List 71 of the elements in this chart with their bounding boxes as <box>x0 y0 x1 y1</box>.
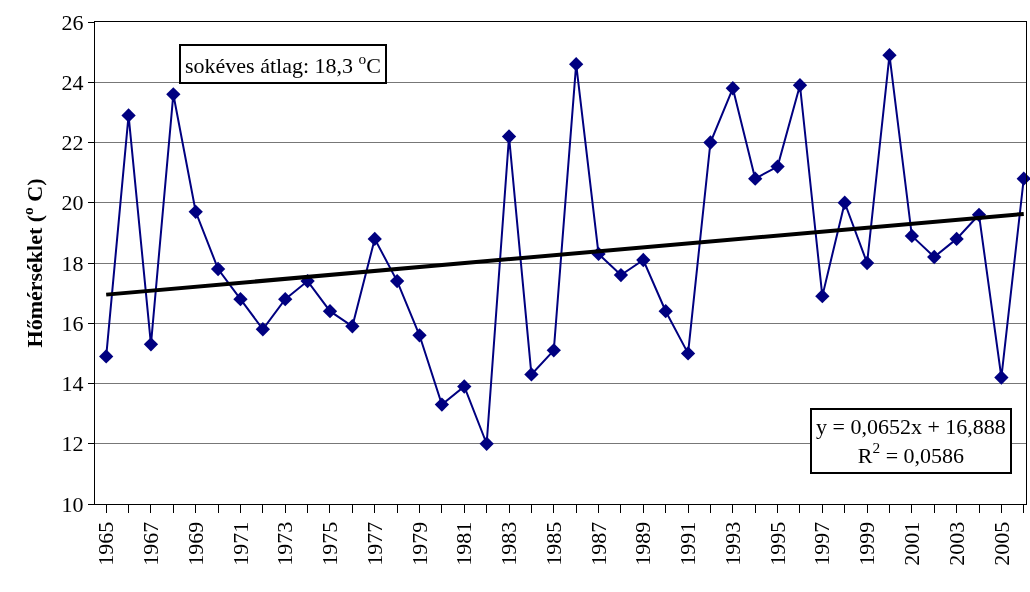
point <box>815 288 830 304</box>
x-tick-label: 1965 <box>93 521 119 566</box>
y-tick-label: 26 <box>61 9 84 35</box>
point <box>904 228 920 244</box>
x-tick-label: 1995 <box>764 521 790 566</box>
point <box>994 370 1009 385</box>
point <box>725 81 740 96</box>
x-tick-label: 1989 <box>630 521 656 566</box>
y-tick-label: 24 <box>61 69 84 95</box>
annotation: sokéves átlag: 18,3 $^{o}$C <box>185 50 381 79</box>
y-tick-label: 20 <box>61 190 84 216</box>
point <box>501 129 517 144</box>
x-tick-label: 1983 <box>496 521 522 566</box>
point <box>949 231 964 247</box>
x-tick-label: 1969 <box>182 521 208 566</box>
point <box>927 249 942 265</box>
point <box>770 159 785 174</box>
y-tick-label: 16 <box>61 310 84 336</box>
point <box>1016 171 1030 186</box>
point <box>345 319 360 334</box>
point <box>479 436 494 451</box>
x-tick-label: 1973 <box>272 521 298 566</box>
x-tick-label: 1985 <box>540 521 566 566</box>
x-tick-label: 1997 <box>809 521 835 566</box>
x-tick-label: 1991 <box>675 521 701 566</box>
point <box>121 108 136 123</box>
point <box>210 261 226 277</box>
y-tick-label: 12 <box>61 431 84 457</box>
annotation: y = 0,0652x + 16,888 R$^{2}$ = 0,0586 <box>816 414 1006 468</box>
point <box>546 343 561 358</box>
point <box>389 273 405 289</box>
x-tick-label: 1971 <box>227 521 253 566</box>
point <box>143 337 159 352</box>
x-tick-label: 1999 <box>854 521 880 566</box>
x-tick-label: 1987 <box>585 521 611 566</box>
point <box>367 231 382 247</box>
x-tick-label: 1981 <box>451 521 477 566</box>
y-tick-label: 22 <box>61 130 84 156</box>
point <box>434 397 450 412</box>
point <box>569 57 584 72</box>
point <box>680 346 696 361</box>
x-tick-label: 1975 <box>317 521 343 566</box>
y-tick-label: 14 <box>61 371 84 397</box>
point <box>859 255 875 271</box>
point <box>99 349 114 364</box>
x-tick-label: 1993 <box>719 521 745 566</box>
point <box>792 78 808 93</box>
point <box>748 171 763 186</box>
point <box>457 379 472 394</box>
x-tick-label: 1967 <box>138 521 164 566</box>
x-tick-label: 2005 <box>988 521 1014 566</box>
point <box>412 328 427 343</box>
x-tick-label: 2001 <box>899 521 925 566</box>
point <box>703 135 718 150</box>
point <box>166 87 181 102</box>
y-tick-label: 18 <box>61 250 84 276</box>
point <box>837 195 852 210</box>
point <box>658 304 673 319</box>
point <box>255 322 270 337</box>
point <box>636 252 651 268</box>
x-tick-label: 2003 <box>943 521 969 566</box>
point <box>882 47 897 63</box>
point <box>233 292 248 307</box>
point <box>613 267 629 283</box>
point <box>524 367 539 382</box>
y-tick-label: 10 <box>61 491 84 517</box>
point <box>278 292 293 307</box>
point <box>322 304 338 319</box>
x-tick-label: 1977 <box>361 521 387 566</box>
x-tick-label: 1979 <box>406 521 432 566</box>
point <box>188 204 203 219</box>
